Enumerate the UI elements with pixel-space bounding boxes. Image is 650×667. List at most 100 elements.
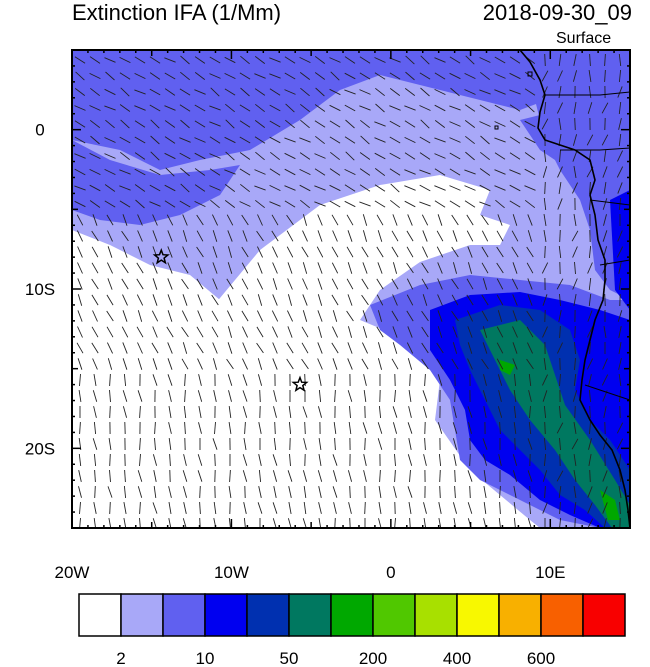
wind-barb — [269, 57, 281, 63]
wind-barb — [212, 358, 218, 370]
wind-barb — [211, 214, 219, 226]
wind-barb — [299, 56, 311, 64]
wind-barb — [334, 517, 336, 528]
wind-barb — [136, 278, 144, 290]
wind-barb — [499, 501, 501, 515]
wind-barb — [76, 342, 84, 354]
wind-barb — [481, 246, 489, 258]
wind-barb — [434, 168, 446, 176]
wind-barb — [273, 390, 277, 402]
wind-barb — [449, 121, 461, 127]
wind-barb — [363, 454, 367, 466]
wind-barb — [92, 390, 98, 402]
wind-barb — [464, 200, 476, 208]
wind-barb — [119, 56, 131, 64]
wind-barb — [602, 470, 608, 482]
wind-barb — [122, 310, 128, 322]
wind-barb — [512, 294, 518, 306]
wind-barb — [393, 486, 397, 498]
wind-barb — [210, 199, 220, 209]
wind-barb — [285, 103, 295, 113]
wind-barb — [588, 389, 592, 403]
wind-barb — [256, 278, 264, 290]
wind-barb — [331, 294, 339, 306]
wind-barb — [479, 184, 491, 192]
wind-barb — [242, 390, 248, 402]
wind-barb — [317, 294, 323, 306]
level-label: Surface — [556, 30, 612, 47]
wind-barb — [349, 405, 351, 419]
wind-barb — [287, 470, 293, 482]
wind-barb — [359, 201, 371, 207]
wind-barb — [242, 454, 248, 466]
wind-barb — [74, 56, 86, 64]
wind-barb — [77, 358, 83, 370]
wind-barb — [197, 390, 203, 402]
wind-barb — [347, 262, 353, 274]
wind-barb — [239, 72, 251, 80]
y-tick-label: 20S — [25, 439, 55, 458]
wind-barb — [152, 214, 158, 226]
wind-barb — [104, 105, 116, 111]
wind-barb — [496, 278, 504, 290]
wind-barb — [183, 454, 187, 466]
wind-barb — [164, 136, 176, 144]
wind-barb — [154, 421, 156, 435]
wind-barb — [194, 120, 206, 128]
wind-barb — [588, 454, 592, 466]
wind-barb — [359, 184, 371, 192]
wind-barb — [451, 310, 459, 322]
wind-barb — [544, 245, 546, 259]
wind-barb — [196, 342, 204, 354]
wind-barb — [511, 230, 519, 242]
wind-barb — [465, 135, 475, 145]
wind-barb — [541, 70, 549, 82]
wind-barb — [374, 72, 386, 80]
wind-barb — [513, 373, 517, 387]
wind-barb — [375, 103, 385, 113]
wind-barb — [557, 70, 563, 82]
wind-barb — [374, 137, 386, 143]
wind-barb — [137, 470, 143, 482]
colorbar-swatch — [330, 593, 374, 637]
coastline — [519, 50, 630, 528]
wind-barb — [374, 57, 386, 63]
wind-barb — [124, 469, 126, 483]
wind-barb — [391, 278, 399, 290]
wind-barb — [526, 342, 534, 354]
wind-barb — [271, 310, 279, 322]
wind-barb — [464, 72, 476, 80]
wind-barb — [558, 245, 562, 259]
wind-barb — [318, 454, 322, 466]
wind-barb — [92, 438, 98, 450]
wind-barb — [197, 294, 203, 306]
wind-barb — [618, 358, 622, 370]
wind-barb — [454, 389, 456, 403]
wind-barb — [497, 406, 503, 418]
wind-barb — [91, 294, 99, 306]
wind-barb — [479, 201, 491, 207]
wind-barb — [331, 214, 339, 226]
wind-barb — [602, 198, 608, 210]
wind-barb — [391, 230, 399, 242]
wind-barb — [361, 294, 369, 306]
wind-barb — [573, 486, 577, 498]
wind-barb — [318, 374, 322, 386]
wind-barb — [377, 230, 383, 242]
wind-barb — [228, 422, 232, 434]
wind-barb — [481, 358, 489, 370]
wind-barb — [137, 486, 143, 498]
x-tick-label: 10E — [535, 563, 565, 582]
wind-barb — [496, 246, 504, 258]
wind-barb — [164, 57, 176, 63]
wind-barb — [241, 294, 249, 306]
wind-barb — [362, 230, 368, 242]
wind-barb — [227, 342, 233, 354]
wind-barb — [196, 278, 204, 290]
wind-barb — [122, 390, 128, 402]
wind-barb — [509, 72, 521, 80]
wind-barb — [269, 120, 281, 128]
wind-barb — [240, 55, 250, 65]
colorbar-label: 2 — [116, 649, 125, 667]
wind-barb — [421, 214, 429, 226]
